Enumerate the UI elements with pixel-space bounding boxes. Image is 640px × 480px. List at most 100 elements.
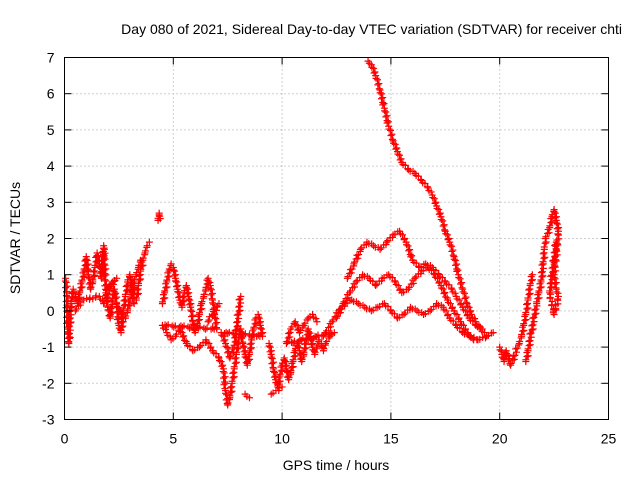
data-point — [167, 260, 175, 268]
data-point — [175, 327, 183, 335]
data-point — [206, 284, 214, 292]
data-point — [224, 399, 232, 407]
y-tick-label: -2 — [42, 375, 55, 391]
data-point — [170, 323, 178, 331]
data-point — [256, 324, 264, 332]
data-point — [294, 342, 302, 350]
data-point — [145, 238, 153, 246]
data-point — [102, 291, 110, 299]
data-point — [529, 314, 537, 322]
data-point — [126, 273, 134, 281]
data-point — [510, 355, 518, 363]
data-point — [99, 250, 107, 258]
data-point — [99, 256, 107, 264]
data-point — [432, 198, 440, 206]
data-point — [163, 276, 171, 284]
data-point — [133, 269, 141, 277]
data-point — [250, 323, 258, 331]
data-point — [219, 361, 227, 369]
data-point — [548, 264, 556, 272]
data-point — [459, 288, 467, 296]
data-point — [174, 288, 182, 296]
data-point — [352, 278, 360, 286]
y-tick-label: -3 — [42, 412, 55, 428]
data-point — [523, 349, 531, 357]
data-point — [552, 238, 560, 246]
data-point — [438, 284, 446, 292]
data-point — [226, 352, 234, 360]
y-tick-label: 1 — [47, 267, 55, 283]
y-axis-label: SDTVAR / TECUs — [7, 182, 23, 294]
data-point — [101, 261, 109, 269]
data-point — [108, 304, 116, 312]
data-point — [304, 314, 312, 322]
data-point — [102, 265, 110, 273]
data-point — [381, 107, 389, 115]
data-point — [120, 297, 128, 305]
data-point — [65, 315, 73, 323]
data-point — [288, 359, 296, 367]
data-point — [137, 256, 145, 264]
data-point — [532, 305, 540, 313]
data-point — [546, 280, 554, 288]
data-point — [458, 284, 466, 292]
data-point — [436, 209, 444, 217]
data-point — [267, 390, 275, 398]
data-point — [335, 307, 343, 315]
data-point — [228, 349, 236, 357]
data-point — [535, 287, 543, 295]
data-point — [64, 296, 72, 304]
data-point — [103, 294, 111, 302]
data-point — [70, 288, 78, 296]
data-point — [301, 340, 309, 348]
y-tick-label: 2 — [47, 231, 55, 247]
data-point — [526, 337, 534, 345]
data-point — [372, 74, 380, 82]
data-point — [179, 333, 187, 341]
data-point — [441, 288, 449, 296]
data-point — [455, 296, 463, 304]
data-point — [496, 346, 504, 354]
data-point — [537, 276, 545, 284]
data-point — [546, 222, 554, 230]
data-point — [83, 261, 91, 269]
data-point — [83, 267, 91, 275]
data-point — [201, 325, 209, 333]
data-point — [379, 101, 387, 109]
data-point — [530, 313, 538, 321]
data-point — [162, 280, 170, 288]
data-point — [159, 298, 167, 306]
data-point — [374, 81, 382, 89]
data-point — [130, 300, 138, 308]
data-point — [520, 320, 528, 328]
data-point — [100, 272, 108, 280]
data-point — [220, 381, 228, 389]
data-point — [230, 341, 238, 349]
data-point — [453, 311, 461, 319]
data-point — [169, 266, 177, 274]
data-point — [122, 312, 130, 320]
data-point — [300, 348, 308, 356]
data-point — [117, 327, 125, 335]
data-point — [411, 274, 419, 282]
data-point — [232, 326, 240, 334]
data-point — [182, 284, 190, 292]
data-point — [388, 135, 396, 143]
data-point — [237, 292, 245, 300]
data-point — [390, 139, 398, 147]
data-point — [382, 113, 390, 121]
data-point — [67, 318, 75, 326]
data-point — [455, 273, 463, 281]
x-tick-label: 20 — [492, 431, 508, 447]
data-point — [538, 261, 546, 269]
data-point — [208, 312, 216, 320]
data-point — [405, 247, 413, 255]
data-point — [100, 298, 108, 306]
data-point — [446, 300, 454, 308]
data-point — [82, 255, 90, 263]
data-point — [551, 248, 559, 256]
data-point — [100, 266, 108, 274]
data-point — [313, 341, 321, 349]
data-point — [187, 306, 195, 314]
data-point — [451, 261, 459, 269]
